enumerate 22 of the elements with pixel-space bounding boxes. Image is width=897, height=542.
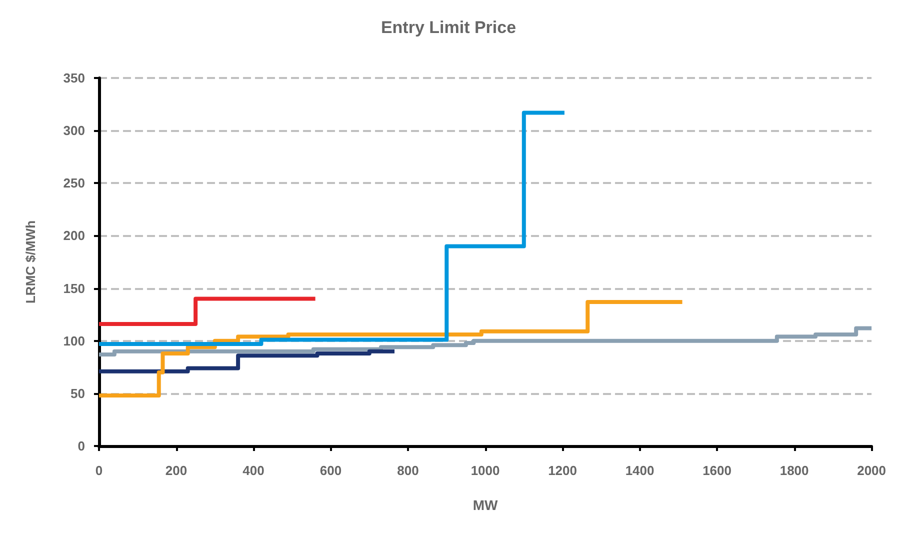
- y-tick-label: 0: [78, 438, 85, 454]
- y-tick-label: 200: [63, 228, 85, 244]
- x-tick-label: 400: [242, 463, 264, 478]
- y-tick-label: 150: [63, 280, 85, 296]
- x-tick-label: 0: [95, 463, 103, 478]
- x-tick-label: 1200: [548, 463, 577, 478]
- x-tick-label: 1800: [780, 463, 809, 478]
- y-tick-label: 300: [63, 123, 85, 138]
- y-axis-title: LRMC $/MWh: [23, 220, 38, 304]
- chart-title: Entry Limit Price: [380, 18, 516, 37]
- y-tick-label: 100: [63, 333, 85, 348]
- x-tick-label: 800: [397, 463, 419, 478]
- x-tick-label: 1600: [702, 463, 732, 478]
- x-tick-label: 600: [320, 463, 342, 478]
- y-tick-label: 350: [63, 70, 85, 86]
- x-tick-label: 1000: [470, 463, 500, 478]
- x-tick-label: 1400: [625, 463, 654, 478]
- y-tick-label: 50: [70, 386, 85, 401]
- x-axis-title: MW: [472, 497, 498, 513]
- y-tick-label: 250: [63, 176, 85, 191]
- x-tick-label: 200: [165, 463, 188, 478]
- x-tick-label: 2000: [857, 463, 886, 478]
